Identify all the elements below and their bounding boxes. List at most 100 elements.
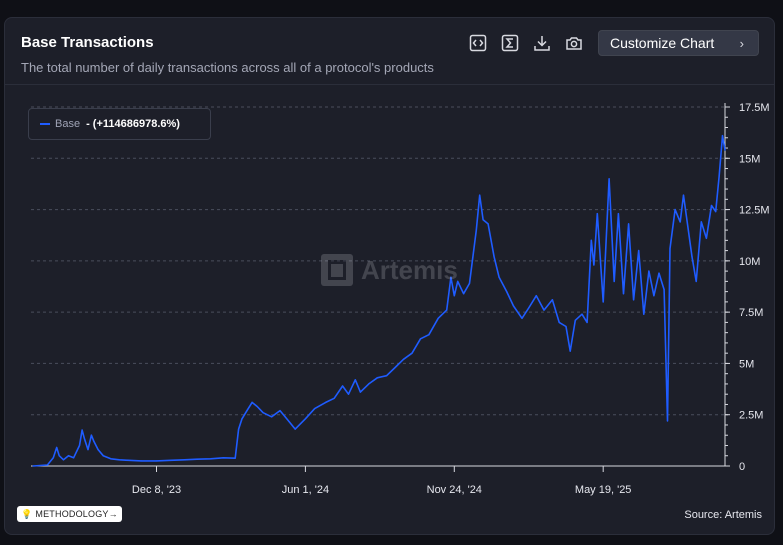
- data-point: [663, 289, 665, 291]
- arrow-right-icon: →: [108, 509, 118, 519]
- data-point: [155, 460, 158, 462]
- data-point: [325, 401, 327, 403]
- embed-code-icon[interactable]: [468, 33, 488, 53]
- data-point: [479, 194, 481, 196]
- data-point: [84, 438, 86, 440]
- data-point: [581, 313, 583, 315]
- data-point: [294, 428, 296, 430]
- data-point: [628, 223, 630, 225]
- data-point: [347, 393, 350, 395]
- data-point: [617, 213, 620, 215]
- data-point: [682, 194, 685, 196]
- data-point: [543, 309, 545, 311]
- data-point: [238, 428, 240, 430]
- data-point: [67, 455, 70, 457]
- data-point: [691, 256, 693, 258]
- data-point: [81, 429, 83, 431]
- data-point: [314, 408, 316, 410]
- data-point: [419, 338, 422, 340]
- methodology-label: METHODOLOGY: [35, 509, 109, 519]
- data-point: [196, 458, 198, 460]
- data-point: [128, 459, 130, 461]
- chevron-right-icon: ›: [739, 36, 744, 51]
- data-point: [569, 350, 571, 352]
- data-point: [565, 325, 567, 328]
- legend-change: - (+114686978.6%): [86, 118, 180, 130]
- data-point: [90, 434, 92, 436]
- data-point: [512, 305, 515, 307]
- data-point: [658, 272, 660, 274]
- data-point: [574, 319, 576, 321]
- data-point: [118, 459, 120, 461]
- y-tick-label: 0: [739, 461, 745, 473]
- data-point: [93, 440, 95, 442]
- data-point: [428, 334, 430, 336]
- data-point: [602, 301, 604, 303]
- data-point: [170, 459, 172, 461]
- data-point: [222, 457, 224, 459]
- download-icon[interactable]: [532, 33, 552, 53]
- data-point: [482, 219, 484, 221]
- data-point: [705, 237, 708, 239]
- data-point: [279, 410, 281, 412]
- line-chart[interactable]: 0 2.5M 5M 7.5M 10M 12.5M 15M 17.5M Dec 8, '23 Jun…: [4, 17, 775, 535]
- y-tick-label: 10M: [739, 256, 760, 268]
- data-point: [700, 221, 702, 223]
- legend[interactable]: Base - (+114686978.6%): [28, 108, 211, 140]
- data-point: [643, 313, 645, 315]
- data-point: [453, 295, 455, 297]
- lightbulb-icon: 💡: [21, 508, 33, 519]
- y-tick-label: 17.5M: [739, 102, 770, 114]
- data-point: [669, 247, 671, 250]
- y-tick-label: 7.5M: [739, 307, 763, 319]
- data-point: [78, 444, 81, 447]
- data-point: [596, 213, 598, 215]
- data-point: [359, 391, 361, 393]
- data-point: [251, 401, 253, 403]
- data-point: [613, 280, 615, 282]
- chart-title: Base Transactions: [21, 34, 154, 51]
- data-point: [241, 418, 243, 420]
- methodology-button[interactable]: 💡 METHODOLOGY →: [17, 506, 122, 522]
- data-point: [457, 280, 459, 282]
- data-point: [679, 221, 681, 223]
- data-point: [210, 458, 212, 460]
- y-tick-label: 12.5M: [739, 205, 770, 217]
- data-point: [342, 385, 344, 387]
- data-point: [271, 416, 273, 418]
- camera-icon[interactable]: [564, 33, 584, 53]
- sigma-icon[interactable]: [500, 33, 520, 53]
- data-point: [183, 459, 185, 461]
- data-point: [521, 317, 523, 319]
- data-point: [411, 352, 413, 354]
- data-point: [653, 295, 655, 297]
- data-point: [695, 280, 697, 282]
- x-tick-label: Jun 1, '24: [282, 484, 329, 496]
- data-point: [622, 293, 625, 295]
- data-point: [287, 420, 290, 422]
- data-point: [493, 256, 495, 258]
- data-point: [58, 455, 60, 457]
- artemis-logo-icon: [321, 254, 353, 286]
- data-point: [87, 449, 89, 451]
- data-point: [586, 321, 588, 323]
- data-point: [376, 377, 378, 379]
- plot-area: 0 2.5M 5M 7.5M 10M 12.5M 15M 17.5M Dec 8, '23 Jun…: [5, 84, 774, 496]
- chart-subtitle: The total number of daily transactions a…: [21, 60, 434, 75]
- data-point: [648, 270, 650, 272]
- legend-swatch: [40, 123, 50, 125]
- chart-card: Base Transactions The total number of da…: [4, 17, 775, 535]
- legend-series-name: Base: [55, 118, 81, 130]
- data-point: [498, 276, 500, 278]
- series-line-base: [32, 134, 726, 467]
- data-point: [394, 366, 396, 369]
- customize-chart-button[interactable]: Customize Chart ›: [598, 30, 759, 56]
- artemis-watermark: Artemis: [321, 254, 458, 286]
- data-point: [715, 211, 717, 213]
- data-point: [487, 223, 489, 225]
- data-point: [710, 204, 713, 207]
- data-point: [633, 299, 635, 301]
- data-point: [468, 282, 471, 284]
- data-point: [246, 410, 248, 412]
- data-point: [402, 358, 405, 360]
